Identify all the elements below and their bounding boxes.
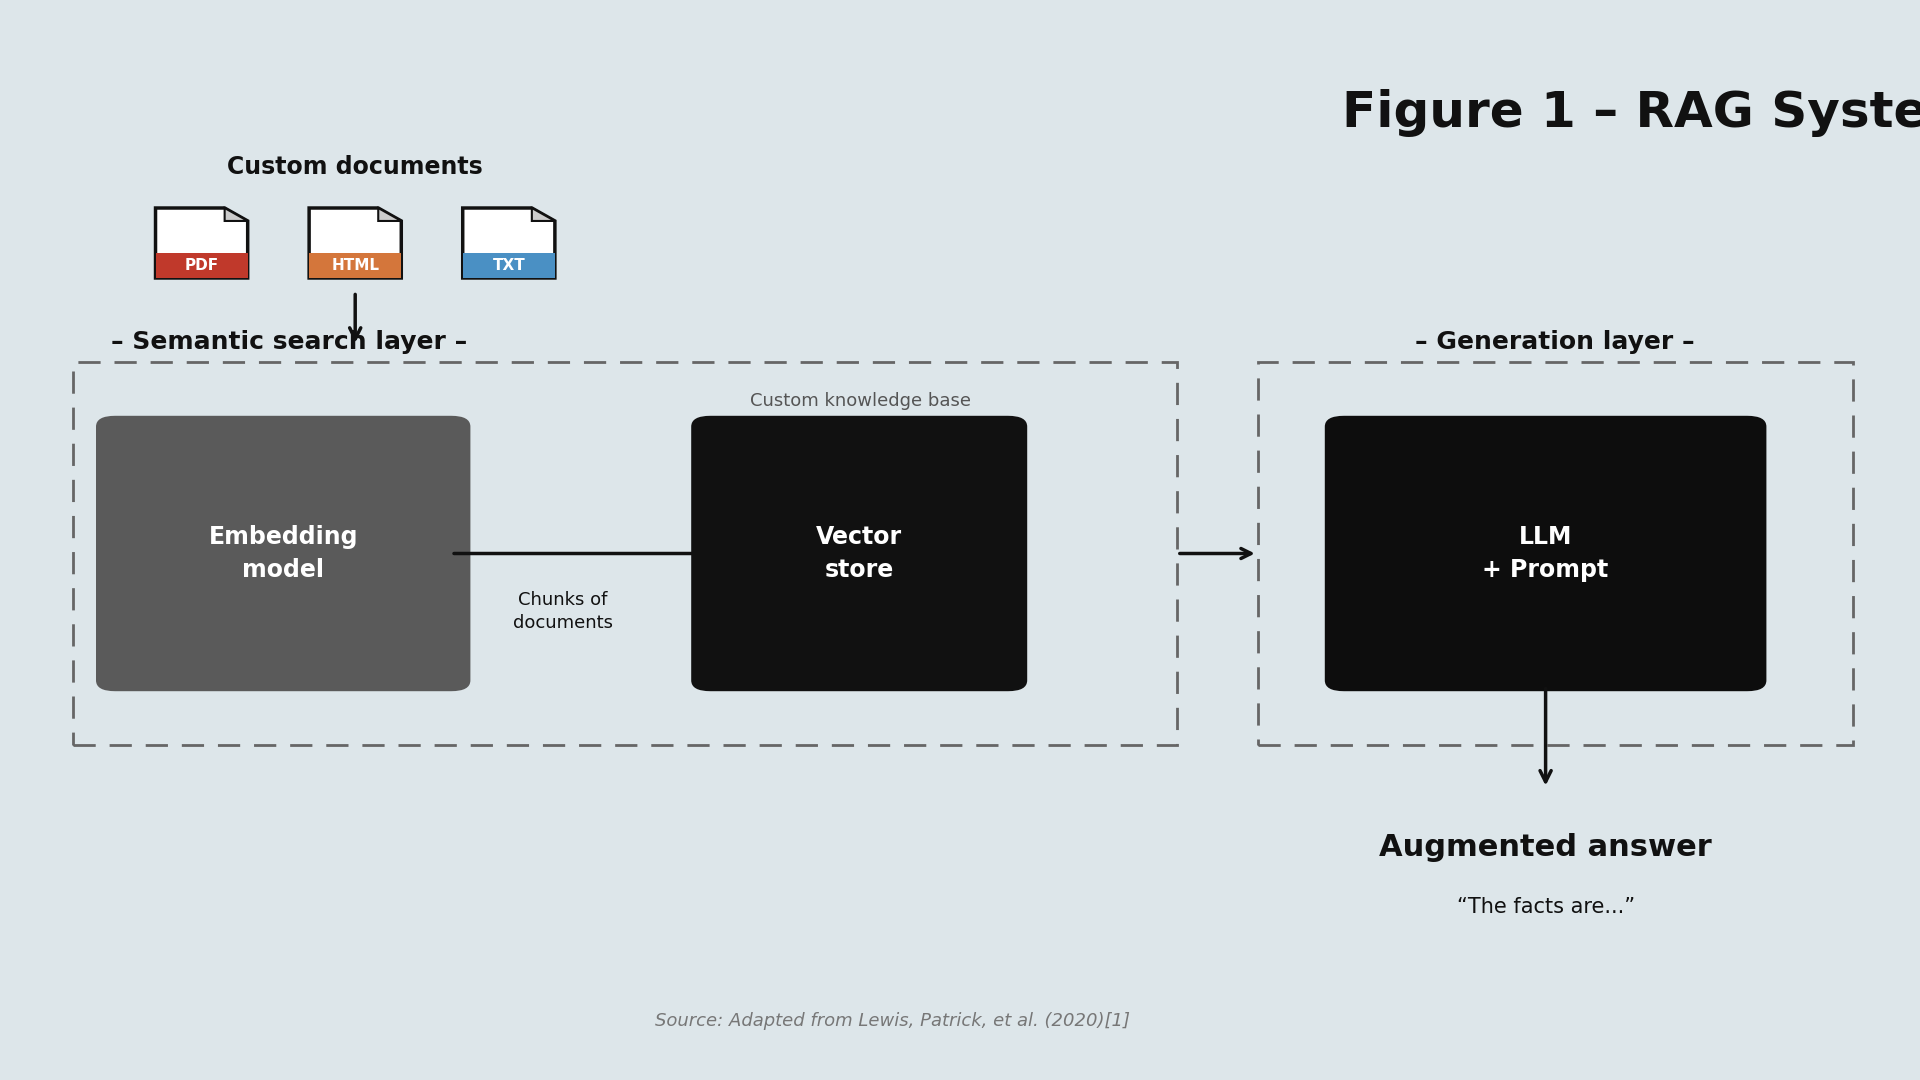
Text: Vector
store: Vector store: [816, 525, 902, 582]
Polygon shape: [309, 208, 401, 278]
Polygon shape: [463, 208, 555, 278]
Polygon shape: [378, 208, 401, 221]
FancyBboxPatch shape: [309, 253, 401, 278]
FancyBboxPatch shape: [691, 416, 1027, 691]
FancyBboxPatch shape: [1325, 416, 1766, 691]
Text: Figure 1 – RAG System: Figure 1 – RAG System: [1342, 90, 1920, 137]
Text: – Generation layer –: – Generation layer –: [1415, 330, 1695, 354]
FancyBboxPatch shape: [96, 416, 470, 691]
FancyBboxPatch shape: [156, 253, 248, 278]
Text: Embedding
model: Embedding model: [209, 525, 357, 582]
Text: TXT: TXT: [492, 258, 526, 273]
Text: Chunks of
documents: Chunks of documents: [513, 592, 612, 632]
Text: Augmented answer: Augmented answer: [1379, 834, 1713, 862]
Text: HTML: HTML: [330, 258, 378, 273]
Polygon shape: [156, 208, 248, 278]
Text: Source: Adapted from Lewis, Patrick, et al. (2020)[1]: Source: Adapted from Lewis, Patrick, et …: [655, 1012, 1131, 1029]
Polygon shape: [532, 208, 555, 221]
FancyBboxPatch shape: [463, 253, 555, 278]
Text: “The facts are...”: “The facts are...”: [1457, 897, 1634, 917]
Text: Custom documents: Custom documents: [227, 156, 484, 179]
Text: Custom knowledge base: Custom knowledge base: [749, 392, 972, 410]
Text: LLM
+ Prompt: LLM + Prompt: [1482, 525, 1609, 582]
Polygon shape: [225, 208, 248, 221]
Text: – Semantic search layer –: – Semantic search layer –: [111, 330, 468, 354]
Text: PDF: PDF: [184, 258, 219, 273]
